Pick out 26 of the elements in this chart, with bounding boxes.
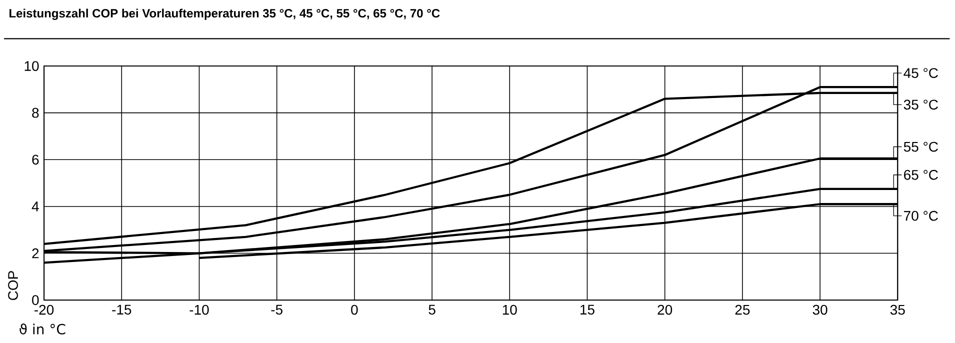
- legend-label: 45 °C: [904, 68, 938, 78]
- x-axis-title: ϑ in °C: [20, 324, 66, 335]
- x-tick-label: 15: [580, 304, 594, 315]
- y-tick-label: 6: [32, 154, 39, 165]
- x-tick-label: 5: [428, 304, 436, 315]
- x-tick-label: 30: [812, 304, 828, 315]
- legend-label: 55 °C: [904, 142, 938, 152]
- x-tick-label: -20: [34, 304, 54, 315]
- x-tick-label: 20: [658, 304, 672, 315]
- x-tick-label: 35: [890, 304, 905, 315]
- y-tick-label: 8: [32, 108, 39, 118]
- chart-title: Leistungszahl COP bei Vorlauftemperaturen 35 °C, 45 °C, 55 °C, 65 °C, 70 °C: [10, 8, 440, 20]
- x-tick-label: 25: [735, 304, 750, 315]
- x-tick-label: -15: [112, 304, 132, 315]
- y-axis-title: COP: [8, 271, 18, 300]
- x-tick-label: 10: [502, 304, 517, 315]
- x-tick-label: -10: [190, 304, 209, 315]
- legend-label: 70 °C: [904, 211, 938, 221]
- y-tick-label: 10: [24, 61, 39, 72]
- y-tick-label: 2: [32, 248, 39, 258]
- x-tick-label: 0: [351, 304, 358, 315]
- y-tick-label: 4: [32, 202, 39, 212]
- x-tick-label: -5: [271, 304, 282, 315]
- legend-label: 35 °C: [904, 100, 938, 110]
- y-tick-label: 0: [32, 295, 39, 306]
- legend-label: 65 °C: [904, 170, 938, 180]
